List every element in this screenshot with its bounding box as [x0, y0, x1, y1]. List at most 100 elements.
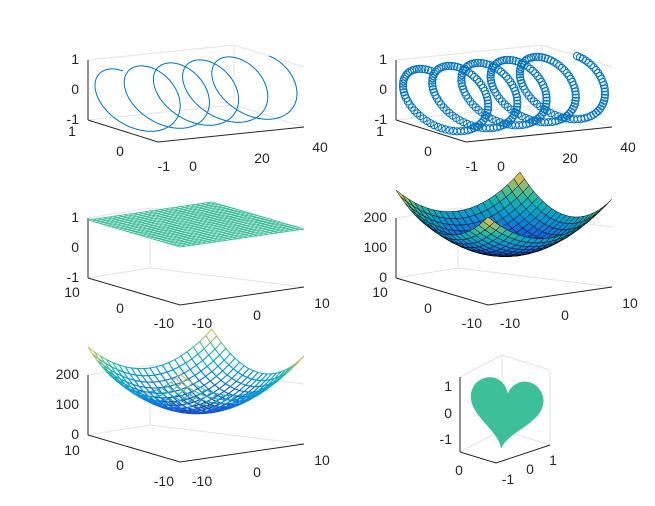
scatter-marker: [531, 69, 540, 78]
scatter-marker: [584, 58, 593, 67]
scatter-marker: [402, 70, 411, 79]
scatter-marker: [600, 93, 609, 102]
scatter-marker: [594, 106, 603, 115]
scatter-marker: [486, 68, 496, 77]
mesh-cell: [203, 341, 216, 356]
panel-3-mesh-lines: [87, 201, 305, 248]
scatter-marker: [431, 67, 440, 76]
scatter-marker: [535, 74, 544, 84]
scatter-marker: [418, 64, 427, 74]
scatter-marker: [513, 99, 522, 108]
scatter-marker: [423, 65, 433, 75]
p4-x-tick-neg10: -10: [500, 315, 520, 331]
p4-x-tick-0: 0: [561, 307, 569, 323]
panel-3-axes: [87, 218, 305, 306]
scatter-marker: [555, 61, 564, 70]
mesh-cell: [198, 334, 212, 350]
mesh-cell: [217, 359, 230, 372]
mesh-cell: [184, 358, 198, 371]
mesh-line: [87, 201, 213, 221]
mesh-cell: [205, 328, 218, 344]
heart-shape: [470, 377, 544, 449]
p1-z-tick-top: 1: [71, 51, 79, 67]
mesh-line: [99, 204, 224, 224]
scatter-marker: [473, 58, 482, 68]
mesh-line: [191, 204, 284, 233]
scatter-marker: [399, 85, 408, 94]
scatter-marker: [476, 58, 485, 68]
p5-z-tick-0: 0: [71, 426, 79, 442]
p5-x-tick-0: 0: [253, 464, 261, 480]
scatter-marker: [600, 84, 609, 93]
p1-y-tick-1: 1: [68, 123, 76, 139]
scatter-marker: [457, 79, 466, 88]
p4-y-tick-10: 10: [372, 284, 388, 300]
scatter-marker: [546, 109, 556, 118]
scatter-marker: [472, 75, 481, 84]
p1-x-tick-20: 20: [254, 150, 270, 166]
scatter-marker: [528, 66, 537, 76]
p3-x-tick-neg10: -10: [192, 315, 212, 331]
scatter-marker: [490, 61, 499, 70]
mesh-cell: [208, 348, 221, 362]
scatter-marker: [554, 112, 563, 121]
scatter-marker: [571, 90, 580, 99]
p3-y-tick-neg10: -10: [154, 315, 174, 331]
scatter-marker: [513, 96, 522, 105]
panel-4-surface-faces: [395, 171, 613, 257]
scatter-marker: [526, 64, 535, 73]
p3-x-tick-10: 10: [314, 295, 330, 311]
panel-6-heart-patch: 1 0 -1 0 -1 0 1: [440, 354, 557, 487]
scatter-marker: [506, 77, 515, 87]
scatter-marker: [570, 99, 580, 108]
p2-y-tick-0: 0: [424, 143, 432, 159]
p6-x-tick-0: 0: [526, 461, 534, 477]
scatter-marker: [445, 126, 454, 135]
scatter-marker: [410, 106, 419, 115]
scatter-marker: [479, 59, 488, 68]
scatter-marker: [475, 78, 484, 87]
mesh-line: [201, 203, 294, 231]
scatter-marker: [534, 52, 544, 62]
scatter-marker: [486, 70, 495, 79]
mesh-cell: [191, 353, 204, 367]
scatter-marker: [484, 99, 493, 108]
scatter-marker: [447, 61, 456, 71]
mesh-line: [206, 202, 299, 231]
p6-y-tick-0: 0: [455, 462, 463, 478]
surface-face: [483, 216, 495, 227]
p3-x-tick-0: 0: [253, 307, 261, 323]
scatter-marker: [496, 118, 505, 127]
mesh-cell: [183, 368, 196, 380]
scatter-marker: [486, 76, 495, 85]
panel-4-axes: [395, 218, 613, 306]
scatter-marker: [437, 124, 446, 133]
mesh-cell: [174, 373, 187, 384]
scatter-marker: [542, 96, 551, 105]
panel-1-helix-line: 1 0 -1 1 0 -1 0 20 40: [67, 44, 328, 174]
scatter-marker: [571, 87, 580, 96]
scatter-marker: [525, 115, 534, 124]
p5-x-tick-10: 10: [314, 452, 330, 468]
mesh-cell: [215, 370, 228, 381]
p2-y-tick-neg1: -1: [466, 158, 479, 174]
scatter-marker: [399, 77, 408, 86]
p2-x-tick-40: 40: [620, 139, 636, 155]
p5-y-tick-10: 10: [64, 442, 80, 458]
scatter-marker: [457, 76, 466, 85]
p5-y-tick-neg10: -10: [154, 473, 174, 489]
scatter-marker: [529, 97, 539, 106]
scatter-marker: [428, 79, 437, 88]
scatter-marker: [516, 65, 525, 74]
scatter-marker: [527, 94, 536, 103]
p1-x-tick-0: 0: [189, 158, 197, 174]
scatter-marker: [594, 68, 603, 78]
scatter-marker: [558, 113, 567, 122]
mesh-cell: [223, 352, 236, 366]
mesh-cell: [180, 351, 193, 364]
scatter-marker: [560, 66, 569, 75]
mesh-cell: [141, 375, 154, 383]
scatter-marker: [499, 69, 508, 79]
scatter-marker: [497, 97, 507, 106]
mesh-cell: [194, 370, 207, 382]
